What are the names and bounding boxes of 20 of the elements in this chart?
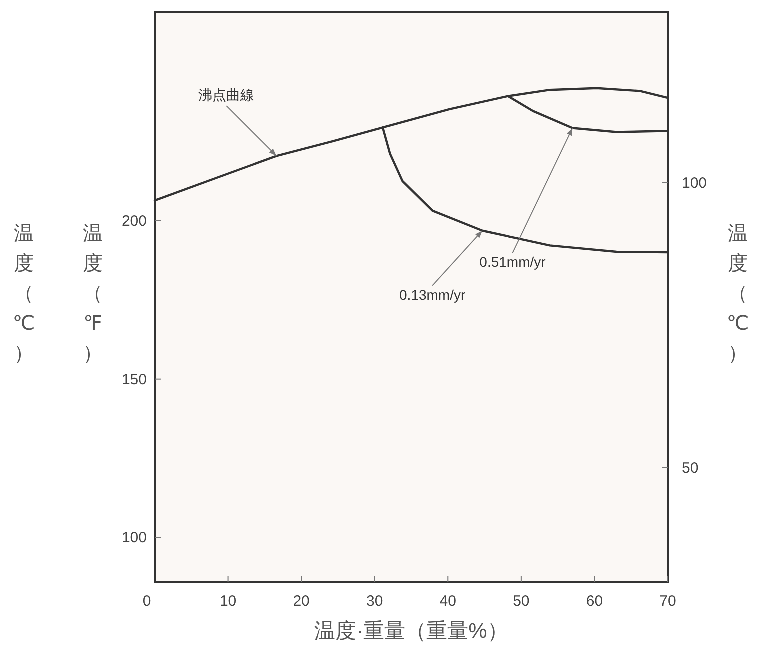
y2-tick-label: 50 — [682, 460, 699, 477]
x-tick-label: 70 — [660, 593, 676, 610]
y-axis-title: 温度（℉） — [83, 223, 103, 365]
y2-axis-title: 温度（℃） — [726, 223, 750, 365]
x-tick-label: 30 — [366, 593, 384, 610]
annotation: 沸点曲線 — [198, 87, 255, 104]
x-tick-label: 60 — [586, 593, 604, 610]
y-tick-label: 100 — [122, 530, 147, 547]
y-tick-label: 150 — [122, 371, 147, 388]
x-tick-label: 10 — [220, 593, 237, 610]
x-tick-label: 20 — [293, 593, 310, 610]
y-tick-label: 200 — [122, 213, 147, 230]
x-tick-label: 0 — [142, 593, 152, 610]
text: 温度（℃） — [12, 223, 36, 365]
x-tick-label: 50 — [513, 593, 530, 610]
annotation: 0.13mm/yr — [400, 286, 466, 303]
y2-tick-label: 100 — [682, 175, 708, 192]
x-axis-title: 温度·重量（重量%） — [314, 620, 508, 643]
x-tick-label: 40 — [440, 593, 456, 610]
annotation: 0.51mm/yr — [480, 254, 546, 270]
